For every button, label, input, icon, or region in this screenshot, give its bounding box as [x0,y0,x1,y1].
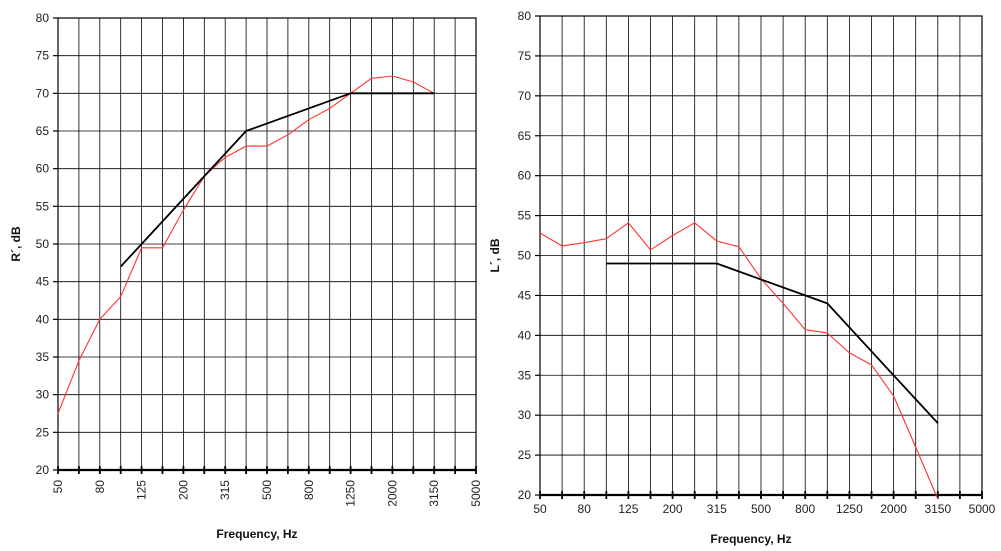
y-tick-label: 45 [518,288,532,302]
y-tick-label: 65 [36,124,50,138]
y-tick-label: 45 [36,275,50,289]
y-tick-label: 70 [518,89,532,103]
x-tick-label: 1250 [836,502,863,516]
x-axis-label: Frequency, Hz [216,527,297,541]
x-tick-label: 315 [707,502,727,516]
measured-curve-line [539,222,939,500]
x-axis-label: Frequency, Hz [710,532,791,546]
y-axis-label: L´, dB [488,238,502,272]
y-tick-label: 40 [518,328,532,342]
y-tick-label: 75 [518,49,532,63]
y-tick-label: 30 [518,408,532,422]
y-tick-label: 55 [518,209,532,223]
y-tick-label: 30 [36,388,50,402]
x-tick-label: 50 [533,502,547,516]
x-tick-label: 5000 [969,502,996,516]
y-tick-label: 35 [518,368,532,382]
x-tick-label: 50 [51,480,65,494]
y-tick-label: 40 [36,312,50,326]
reference-curve-line [120,92,435,268]
y-tick-label: 80 [36,11,50,25]
x-tick-label: 500 [260,480,274,500]
x-tick-label: 800 [795,502,815,516]
x-tick-label: 80 [93,480,107,494]
y-tick-label: 50 [518,249,532,263]
x-tick-label: 315 [218,480,232,500]
y-tick-label: 75 [36,49,50,63]
x-tick-label: 125 [135,480,149,500]
y-tick-label: 60 [518,169,532,183]
reference-curve-line [606,262,939,424]
x-tick-label: 2000 [880,502,907,516]
x-tick-label: 200 [176,480,190,500]
y-tick-label: 80 [518,9,532,23]
y-tick-label: 35 [36,350,50,364]
y-tick-label: 55 [36,199,50,213]
y-tick-label: 65 [518,129,532,143]
x-tick-label: 800 [302,480,316,500]
y-tick-label: 25 [518,448,532,462]
y-tick-label: 70 [36,86,50,100]
x-tick-label: 200 [663,502,683,516]
x-tick-label: 5000 [469,480,483,507]
y-tick-label: 20 [36,463,50,477]
x-tick-label: 1250 [344,480,358,507]
x-tick-label: 125 [618,502,638,516]
x-tick-label: 80 [578,502,592,516]
x-tick-label: 3150 [924,502,951,516]
chart-panel-1: 20 25 30 35 40 45 50 55 60 65 70 75 80 50 80 125 200 315 5… [9,11,483,541]
y-axis-label: R´, dB [9,226,23,262]
y-tick-label: 25 [36,425,50,439]
y-tick-label: 50 [36,237,50,251]
y-tick-label: 60 [36,162,50,176]
x-tick-label: 3150 [427,480,441,507]
y-tick-label: 20 [518,488,532,502]
x-tick-label: 500 [751,502,771,516]
chart-panel-2: 20 25 30 35 40 45 50 55 60 65 70 75 80 50 80 125 200 315 5… [488,9,996,546]
x-tick-label: 2000 [385,480,399,507]
measured-curve-line [57,75,435,414]
